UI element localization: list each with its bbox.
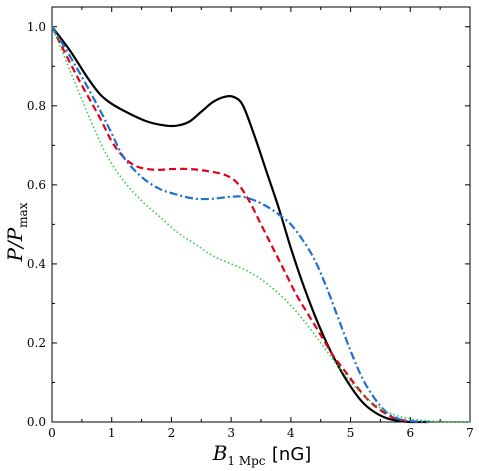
x-tick-label: 3 [227,426,235,440]
x-tick-label: 0 [48,426,56,440]
x-tick-label: 2 [168,426,176,440]
series-line-dotted [51,26,471,423]
x-tick-label: 7 [466,426,474,440]
x-tick-label: 4 [287,426,295,440]
x-tick-label: 6 [406,426,414,440]
y-axis-title: P/Pmax [3,202,30,262]
axis-ticks: 0 1 2 3 4 5 6 7 0.0 0.2 0.4 0.6 0.8 1.0 [27,7,474,440]
x-tick-label: 5 [347,426,355,440]
y-tick-label: 0.4 [27,257,46,271]
series-line-dashed [51,26,423,424]
series-line-dashdot [51,26,429,424]
y-tick-label: 0.6 [27,178,46,192]
series-group [51,26,471,424]
plot-frame [51,6,471,423]
x-axis-subscript: 1 Mpc [227,454,265,468]
y-tick-label: 0.0 [27,415,46,429]
y-tick-label: 0.2 [27,336,46,350]
y-axis-symbol: P/P [3,227,27,262]
y-axis-subscript: max [16,202,30,228]
x-axis-symbol: B [212,441,228,465]
x-axis-title: B1 Mpc [nG] [212,441,312,468]
y-tick-label: 1.0 [27,20,46,34]
series-line-solid [51,26,429,424]
y-tick-label: 0.8 [27,99,46,113]
x-axis-unit: [nG] [272,444,311,465]
x-tick-label: 1 [108,426,116,440]
